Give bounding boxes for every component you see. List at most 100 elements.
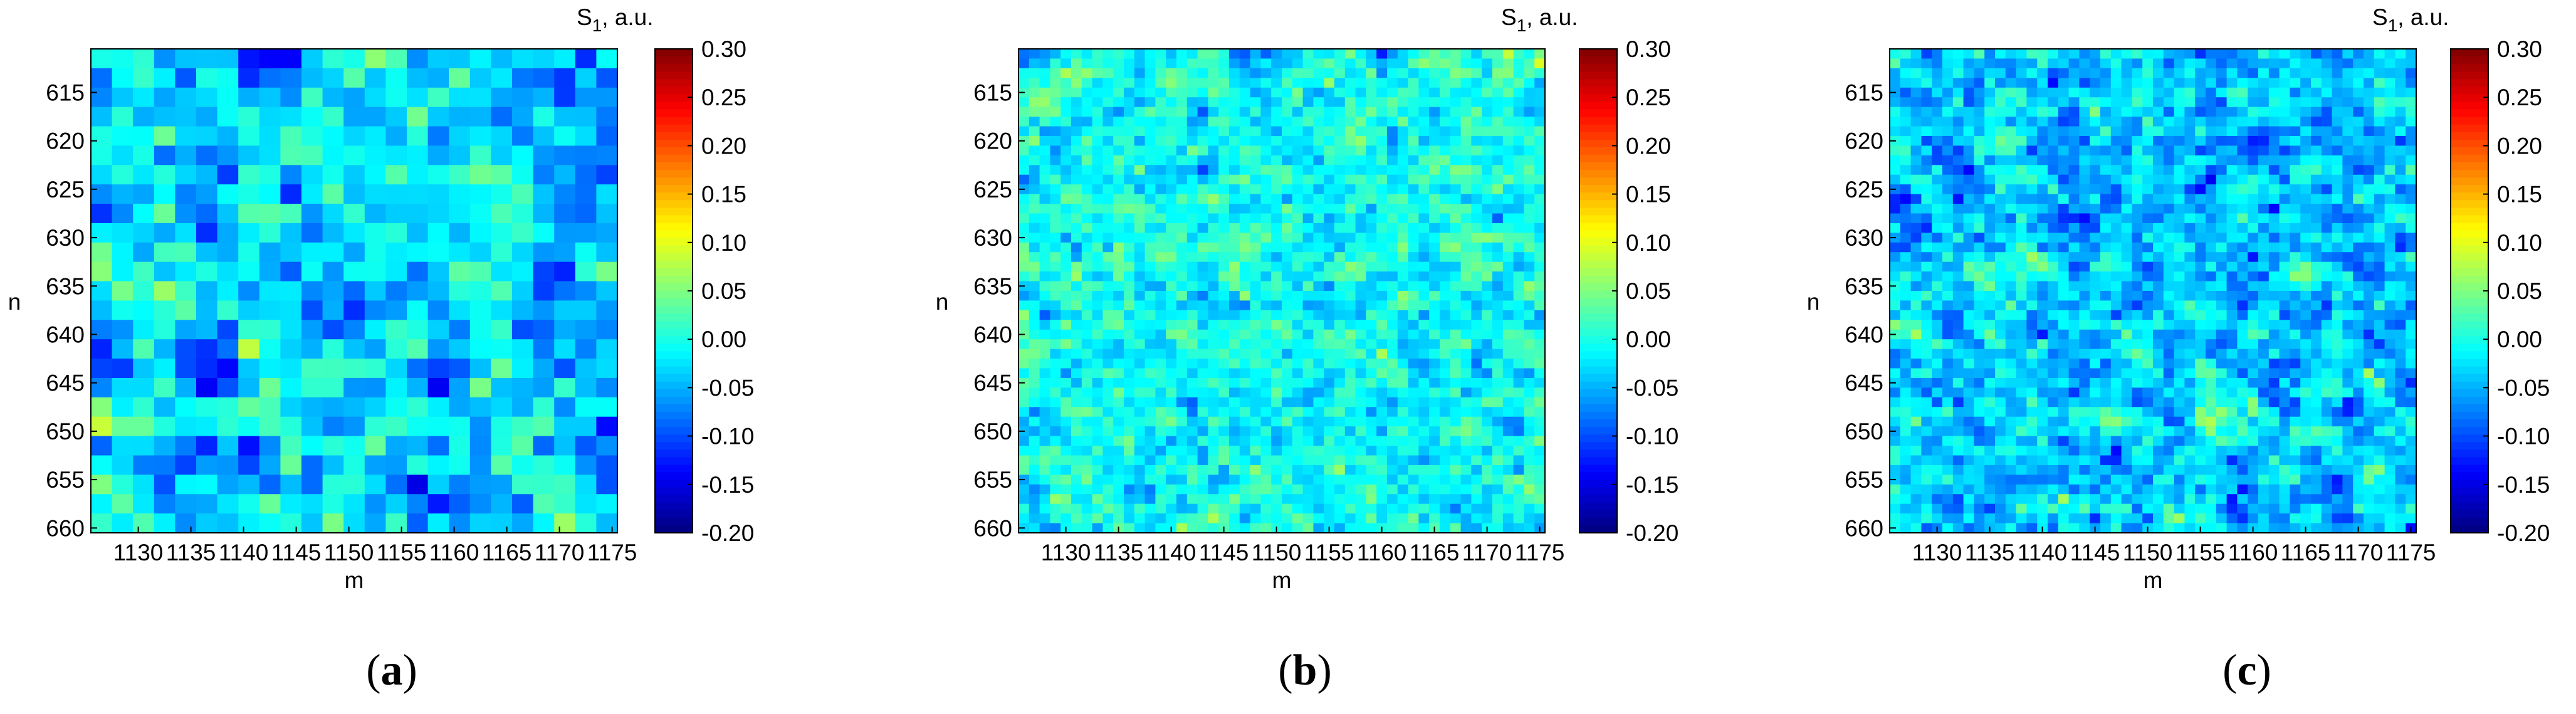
heatmap-cell bbox=[2258, 155, 2270, 165]
heatmap-cell bbox=[1186, 174, 1198, 185]
heatmap-cell bbox=[1018, 204, 1030, 214]
heatmap-cell bbox=[2163, 233, 2175, 243]
heatmap-cell bbox=[301, 416, 323, 437]
heatmap-cell bbox=[2290, 145, 2301, 156]
heatmap-cell bbox=[1995, 97, 2006, 108]
heatmap-cell bbox=[1460, 397, 1472, 407]
heatmap-cell bbox=[469, 204, 491, 224]
heatmap-cell bbox=[2048, 49, 2059, 60]
heatmap-cell bbox=[2353, 194, 2364, 204]
heatmap-cell bbox=[2090, 194, 2101, 204]
heatmap-cell bbox=[1176, 339, 1188, 350]
heatmap-cell bbox=[2184, 58, 2196, 69]
heatmap-cell bbox=[1460, 494, 1472, 505]
heatmap-cell bbox=[1081, 300, 1093, 311]
heatmap-cell bbox=[2279, 174, 2290, 185]
heatmap-cell bbox=[1218, 503, 1230, 514]
heatmap-cell bbox=[1102, 204, 1114, 214]
heatmap-cell bbox=[2342, 233, 2353, 243]
heatmap-cell bbox=[1387, 174, 1398, 185]
heatmap-cell bbox=[1176, 194, 1188, 204]
heatmap-cell bbox=[1060, 242, 1072, 253]
heatmap-cell bbox=[2005, 155, 2017, 165]
colorbar-tick-label: 0.15 bbox=[1626, 182, 1671, 207]
heatmap-cell bbox=[1440, 310, 1451, 320]
heatmap-cell bbox=[1081, 523, 1093, 533]
heatmap-cell bbox=[2153, 145, 2164, 156]
heatmap-cell bbox=[1144, 513, 1156, 524]
heatmap-cell bbox=[1502, 194, 1514, 204]
heatmap-cell bbox=[1124, 97, 1135, 108]
heatmap-cell bbox=[2364, 271, 2375, 282]
heatmap-cell bbox=[2048, 145, 2059, 156]
heatmap-cell bbox=[1513, 155, 1524, 165]
heatmap-cell bbox=[1492, 165, 1504, 176]
heatmap-cell bbox=[2090, 126, 2101, 137]
heatmap-cell bbox=[1197, 455, 1208, 466]
heatmap-cell bbox=[1166, 359, 1177, 369]
heatmap-cell bbox=[364, 339, 386, 359]
heatmap-cell bbox=[1113, 426, 1124, 437]
heatmap-cell bbox=[343, 165, 365, 185]
heatmap-cell bbox=[1460, 359, 1472, 369]
heatmap-cell bbox=[1334, 300, 1346, 311]
heatmap-cell bbox=[1408, 494, 1419, 505]
heatmap-cell bbox=[2290, 107, 2301, 117]
heatmap-cell bbox=[2079, 329, 2090, 340]
heatmap-cell bbox=[1513, 117, 1524, 127]
heatmap-cell bbox=[2311, 194, 2322, 204]
heatmap-cell bbox=[1355, 174, 1366, 185]
heatmap-cell bbox=[575, 145, 597, 165]
heatmap-cell bbox=[2174, 223, 2185, 233]
heatmap-cell bbox=[1932, 174, 1943, 185]
heatmap-cell bbox=[1952, 78, 1964, 88]
heatmap-cell bbox=[1921, 58, 1932, 69]
heatmap-cell bbox=[2300, 242, 2312, 253]
heatmap-cell bbox=[2332, 213, 2343, 224]
heatmap-cell bbox=[1524, 426, 1535, 437]
heatmap-cell bbox=[1355, 397, 1366, 407]
heatmap-cell bbox=[1155, 465, 1166, 475]
heatmap-cell bbox=[1344, 223, 1356, 233]
heatmap-cell bbox=[1229, 117, 1240, 127]
heatmap-cell bbox=[1974, 58, 1985, 69]
heatmap-cell bbox=[1239, 204, 1251, 214]
heatmap-cell bbox=[1429, 387, 1440, 398]
heatmap-cell bbox=[2342, 58, 2353, 69]
heatmap-cell bbox=[1471, 194, 1482, 204]
heatmap-cell bbox=[2037, 165, 2048, 176]
heatmap-cell bbox=[2248, 242, 2259, 253]
heatmap-cell bbox=[1366, 87, 1377, 98]
heatmap-cell bbox=[1418, 204, 1430, 214]
heatmap-cell bbox=[1113, 242, 1124, 253]
caption-b-open: ( bbox=[1278, 646, 1293, 695]
heatmap-cell bbox=[2321, 184, 2333, 195]
heatmap-cell bbox=[1113, 194, 1124, 204]
heatmap-cell bbox=[91, 513, 113, 533]
heatmap-cell bbox=[1910, 107, 1922, 117]
heatmap-cell bbox=[1334, 436, 1346, 446]
heatmap-cell bbox=[1176, 426, 1188, 437]
heatmap-cell bbox=[1324, 446, 1335, 456]
heatmap-cell bbox=[1344, 155, 1356, 165]
heatmap-cell bbox=[469, 223, 491, 243]
heatmap-cell bbox=[1197, 436, 1208, 446]
heatmap-cell bbox=[2406, 329, 2417, 340]
heatmap-cell bbox=[1387, 368, 1398, 379]
heatmap-cell bbox=[2364, 126, 2375, 137]
heatmap-cell bbox=[512, 68, 534, 88]
heatmap-cell bbox=[1492, 135, 1504, 146]
heatmap-cell bbox=[1418, 455, 1430, 466]
heatmap-cell bbox=[533, 359, 555, 379]
heatmap-cell bbox=[2068, 107, 2080, 117]
heatmap-cell bbox=[1440, 135, 1451, 146]
heatmap-cell bbox=[2268, 97, 2280, 108]
heatmap-cell bbox=[1018, 455, 1030, 466]
heatmap-cell bbox=[427, 320, 449, 340]
heatmap-cell bbox=[1900, 242, 1912, 253]
heatmap-cell bbox=[1155, 107, 1166, 117]
heatmap-cell bbox=[1324, 513, 1335, 524]
heatmap-cell bbox=[1502, 213, 1514, 224]
heatmap-cell bbox=[1029, 503, 1040, 514]
heatmap-cell bbox=[1932, 271, 1943, 282]
